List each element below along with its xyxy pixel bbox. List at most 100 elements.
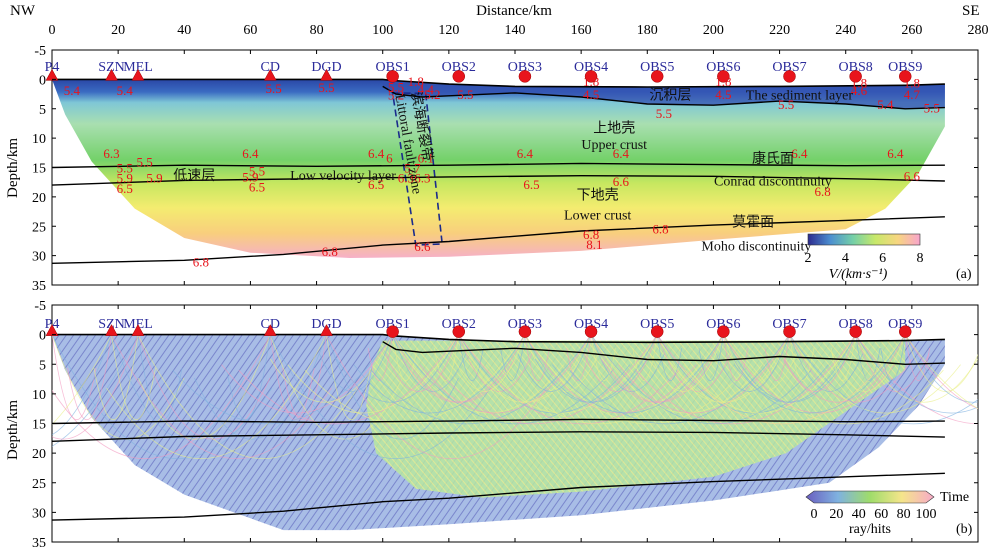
ray-path bbox=[830, 334, 857, 382]
annotation: Low velocity layer bbox=[290, 169, 396, 184]
land-station-marker bbox=[263, 324, 277, 336]
ray-legend-time: Time bbox=[940, 490, 969, 505]
ray-path bbox=[715, 334, 790, 392]
ray-path bbox=[904, 334, 978, 410]
ray-path bbox=[67, 334, 112, 420]
velocity-colorbar: 2 4 6 8 V/(km·s⁻¹) bbox=[805, 233, 924, 282]
y-tick-label: -5 bbox=[34, 299, 46, 314]
ray-path bbox=[904, 334, 978, 392]
obs-station-marker bbox=[584, 70, 598, 83]
conrad-line-b bbox=[52, 431, 945, 442]
station-label: OBS7 bbox=[772, 317, 806, 332]
ray-path bbox=[238, 334, 460, 425]
fault-zone-outline bbox=[391, 92, 444, 246]
y-tick-label: 25 bbox=[32, 477, 46, 492]
station-label: OBS6 bbox=[706, 60, 740, 75]
y-axis-title-b: Depth/km bbox=[5, 400, 21, 460]
y-tick-label: 10 bbox=[32, 132, 46, 147]
velocity-label: 6.4 bbox=[517, 146, 534, 161]
station-label: OBS6 bbox=[706, 317, 740, 332]
velocity-label: 6.4 bbox=[368, 146, 385, 161]
velocity-label: 5.5 bbox=[924, 101, 940, 116]
y-tick-label: 5 bbox=[39, 358, 46, 373]
station-label: OBS2 bbox=[442, 317, 476, 332]
velocity-label: 6.6 bbox=[904, 169, 921, 184]
velocity-label: 6.3 bbox=[414, 170, 430, 185]
ray-path bbox=[111, 334, 156, 420]
interfaces-panel-b bbox=[52, 333, 945, 521]
ray-path bbox=[831, 334, 906, 392]
velocity-label: 5.9 bbox=[117, 170, 133, 185]
station-label: DGD bbox=[311, 60, 341, 75]
velocity-label: 6 bbox=[386, 151, 393, 166]
land-station-marker bbox=[320, 324, 333, 336]
station-label: OBS1 bbox=[376, 317, 410, 332]
ray-path bbox=[52, 334, 112, 436]
ray-path bbox=[855, 334, 978, 414]
ray-path bbox=[656, 334, 683, 382]
land-station-marker bbox=[131, 68, 145, 81]
station-label: P4 bbox=[45, 60, 60, 75]
stations-panel-b: P4SZNMELCDDGDOBS1OBS2OBS3OBS4OBS5OBS6OBS… bbox=[45, 317, 922, 338]
ray-path bbox=[270, 334, 393, 403]
ray-path bbox=[635, 334, 856, 425]
ray-path bbox=[666, 334, 790, 403]
annotation: Upper crust bbox=[581, 138, 647, 153]
conrad-line bbox=[52, 174, 945, 186]
ray-colorbar-tick: 0 bbox=[811, 507, 818, 522]
ray-path bbox=[904, 334, 931, 382]
moho-line bbox=[52, 216, 945, 264]
y-tick-label: 35 bbox=[32, 536, 46, 551]
ray-path bbox=[326, 334, 547, 459]
velocity-label: 6.5 bbox=[117, 181, 133, 196]
station-label: OBS7 bbox=[772, 60, 806, 75]
x-tick-label: 20 bbox=[111, 23, 125, 38]
velocity-label: 5.5 bbox=[318, 80, 334, 95]
ray-path bbox=[468, 334, 592, 403]
moho-line-b bbox=[52, 472, 945, 521]
ray-path bbox=[52, 334, 139, 440]
velocity-label: 5.5 bbox=[117, 161, 133, 176]
velocity-label: 5.2 bbox=[388, 88, 404, 103]
x-tick-label: 260 bbox=[901, 23, 922, 38]
panel-a-label: (a) bbox=[956, 267, 972, 282]
ray-path bbox=[789, 334, 864, 392]
ray-path bbox=[137, 334, 183, 420]
ray-colorbar-tick: 60 bbox=[874, 507, 888, 522]
velocity-labels: 5.45.45.55.55.21.84.45.25.51.84.51.84.55… bbox=[64, 74, 940, 269]
ray-path bbox=[517, 334, 592, 392]
x-axis-title: Distance/km bbox=[476, 3, 552, 19]
velocity-label: 8.1 bbox=[586, 237, 602, 252]
velocity-label: 6.4 bbox=[242, 146, 259, 161]
velocity-label: 5.5 bbox=[457, 87, 473, 102]
obs-station-marker bbox=[584, 325, 598, 338]
velocity-colorbar-ticks: 2 4 6 8 bbox=[805, 251, 924, 266]
annotation: Moho discontinuity bbox=[701, 240, 811, 255]
station-label: OBS5 bbox=[640, 317, 674, 332]
velocity-label: 5.5 bbox=[136, 155, 152, 170]
ray-fans bbox=[52, 334, 978, 459]
ray-path bbox=[698, 334, 724, 382]
velocity-label: 6.8 bbox=[322, 244, 338, 259]
ray-path bbox=[326, 334, 459, 440]
velocity-label: 6.8 bbox=[814, 184, 830, 199]
annotation: The sediment layer bbox=[746, 89, 854, 104]
ray-colorbar-tick: 100 bbox=[916, 507, 937, 522]
ray-colorbar-bar bbox=[805, 490, 935, 504]
y-tick-label: 20 bbox=[32, 191, 46, 206]
y-tick-label: 0 bbox=[39, 73, 46, 88]
ray-path bbox=[392, 334, 418, 382]
velocity-colorbar-tick: 8 bbox=[917, 251, 924, 266]
obs-station-marker bbox=[452, 70, 466, 83]
ray-path bbox=[137, 334, 359, 459]
ray-path bbox=[789, 334, 961, 414]
obs-station-marker bbox=[518, 70, 532, 83]
ray-path bbox=[590, 334, 812, 425]
annotation: 莫霍面 bbox=[732, 215, 774, 231]
annotation: Lower crust bbox=[564, 209, 631, 224]
x-tick-label: 160 bbox=[571, 23, 592, 38]
ray-path bbox=[318, 334, 394, 392]
ray-path bbox=[503, 334, 724, 425]
ray-colorbar-title: ray/hits bbox=[849, 522, 891, 537]
